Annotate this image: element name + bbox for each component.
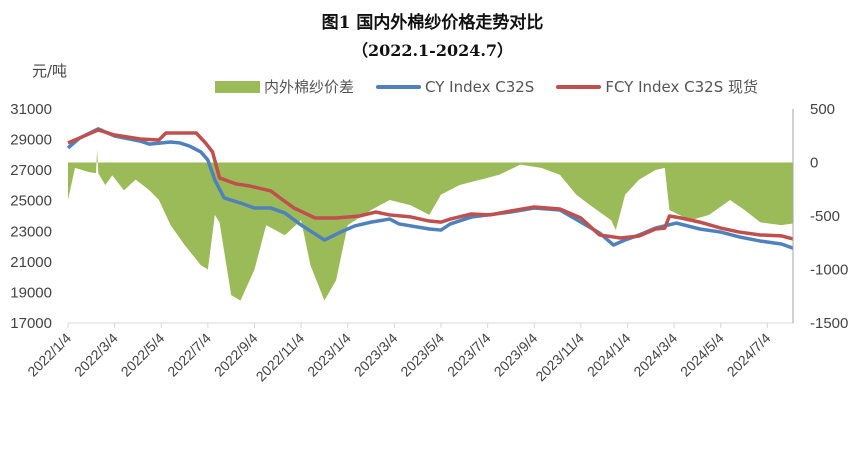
legend: 内外棉纱价差 CY Index C32S FCY Index C32S 现货 <box>215 76 758 97</box>
y2-tick-label: 500 <box>810 101 835 118</box>
y-tick-label: 31000 <box>10 101 52 118</box>
y2-tick-label: -1500 <box>810 315 848 332</box>
x-tick-label: 2023/3/4 <box>351 330 401 380</box>
legend-label: CY Index C32S <box>425 77 535 96</box>
legend-swatch <box>556 84 602 89</box>
legend-swatch <box>215 80 260 93</box>
legend-item-spread: 内外棉纱价差 <box>215 76 354 97</box>
y-tick-label: 29000 <box>10 132 52 149</box>
y-tick-label: 17000 <box>10 315 52 332</box>
x-tick-label: 2022/11/4 <box>253 330 308 385</box>
legend-swatch <box>376 84 422 89</box>
legend-item-fcy: FCY Index C32S 现货 <box>556 76 758 97</box>
legend-label: FCY Index C32S 现货 <box>605 78 758 96</box>
x-tick-label: 2023/1/4 <box>304 330 354 380</box>
x-tick-label: 2023/7/4 <box>444 330 494 380</box>
chart-subtitle: （2022.1-2024.7） <box>351 41 514 60</box>
x-tick-label: 2022/3/4 <box>71 330 121 380</box>
x-tick-label: 2022/1/4 <box>24 330 74 380</box>
y2-tick-label: 0 <box>810 155 818 172</box>
y-tick-label: 27000 <box>10 162 52 179</box>
legend-item-cy: CY Index C32S <box>376 78 534 96</box>
x-tick-label: 2024/5/4 <box>677 330 727 380</box>
x-tick-label: 2022/7/4 <box>164 330 214 380</box>
x-tick-label: 2024/3/4 <box>630 330 680 380</box>
fcy-index-line <box>67 128 794 241</box>
y-axis-label: 元/吨 <box>32 62 68 80</box>
legend-label: 内外棉纱价差 <box>264 78 355 96</box>
y-tick-label: 23000 <box>10 223 52 240</box>
x-tick-label: 2024/1/4 <box>584 330 634 380</box>
y2-tick-label: -1000 <box>810 262 848 279</box>
x-tick-label: 2023/5/4 <box>397 330 447 380</box>
x-tick-label: 2022/5/4 <box>118 330 168 380</box>
x-tick-label: 2024/7/4 <box>724 330 774 380</box>
x-tick-label: 2023/11/4 <box>532 330 587 385</box>
y-tick-label: 25000 <box>10 193 52 210</box>
y2-tick-label: -500 <box>810 208 840 225</box>
chart-title: 图1 国内外棉纱价格走势对比 <box>321 13 544 33</box>
y-tick-label: 21000 <box>10 254 52 271</box>
y-tick-label: 19000 <box>10 284 52 301</box>
